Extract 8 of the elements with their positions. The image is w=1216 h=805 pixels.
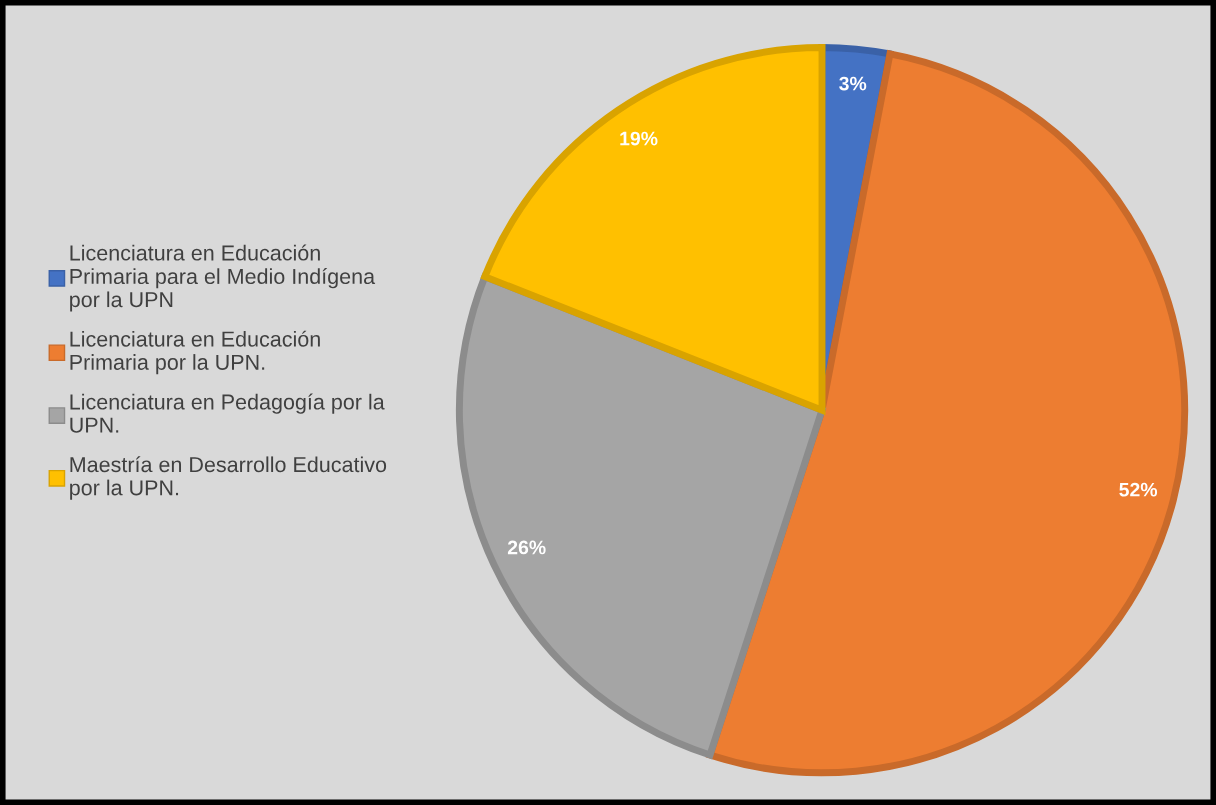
legend-label: Licenciatura en Pedagogía por la UPN. <box>70 393 385 433</box>
legend-label: Maestría en Desarrollo Educativo por la UPN. <box>70 456 387 500</box>
data-label: 19% <box>620 131 658 146</box>
data-label: 26% <box>507 540 546 555</box>
data-label: 52% <box>1119 482 1158 497</box>
legend-label: Licenciatura en Educación Primaria por la UPN. <box>70 330 320 375</box>
data-label: 3% <box>839 76 867 91</box>
legend-label: Licenciatura en Educación Primaria para el Medio Indígena por la UPN <box>70 244 376 312</box>
